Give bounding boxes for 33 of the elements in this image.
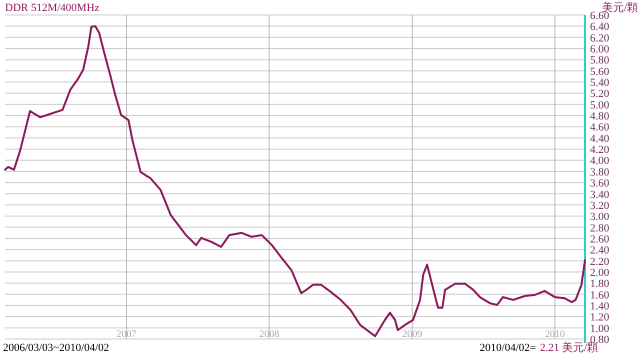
y-tick-label: 4.20: [590, 144, 610, 156]
y-tick-label: 4.60: [590, 122, 610, 134]
y-tick-label: 1.80: [590, 278, 610, 290]
line-series: [4, 25, 586, 338]
y-tick-label: 6.60: [590, 10, 610, 22]
text: 2010/04/02=: [480, 342, 536, 354]
y-tick-label: 4.00: [590, 155, 610, 168]
y-tick-label: 2.60: [590, 233, 610, 246]
y-tick-label: 5.60: [590, 66, 610, 78]
y-tick-label: 6.40: [590, 21, 610, 34]
y-tick-label: 5.40: [590, 77, 610, 90]
chart-title: DDR 512M/400MHz: [5, 2, 100, 14]
y-tick-label: 2.80: [590, 222, 610, 234]
y-tick-label: 2.40: [590, 244, 610, 257]
y-tick-label: 3.40: [590, 188, 610, 201]
y-tick-label: 6.20: [590, 32, 610, 44]
y-tick-label: 3.20: [590, 200, 610, 212]
y-tick-label: 1.60: [590, 289, 610, 302]
y-tick-label: 1.00: [590, 322, 610, 335]
y-tick-label: 3.80: [590, 166, 610, 178]
y-tick-label: 1.40: [590, 300, 610, 312]
y-tick-label: 1.20: [590, 312, 610, 324]
y-tick-label: 2.00: [590, 266, 610, 279]
y-tick-label: 4.40: [590, 132, 610, 145]
y-tick-label: 3.60: [590, 178, 610, 190]
y-tick-label: 3.00: [590, 211, 610, 224]
text: 2006/03/03~2010/04/02: [3, 342, 110, 354]
y-tick-label: 5.20: [590, 88, 610, 100]
y-tick-label: 4.80: [590, 110, 610, 123]
y-tick-label: 2.20: [590, 256, 610, 268]
y-tick-label: 5.80: [590, 54, 610, 67]
y-tick-label: 5.00: [590, 99, 610, 112]
y-tick-label: 6.00: [590, 44, 610, 56]
